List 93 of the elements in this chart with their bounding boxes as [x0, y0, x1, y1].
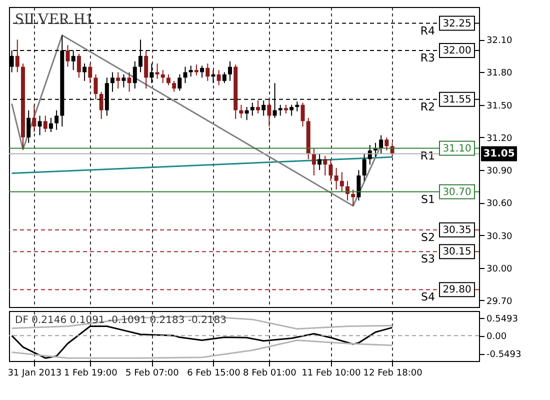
x-tick-label: 11 Feb 10:00 [302, 368, 362, 378]
candlestick [216, 70, 221, 86]
candlestick [82, 63, 87, 82]
line-series [11, 339, 394, 359]
annotation: 30.35 [442, 224, 472, 236]
candlestick [362, 153, 366, 182]
y-tick-label: 29.70 [486, 296, 513, 307]
candlestick [323, 155, 328, 176]
annotation: 32.00 [442, 45, 472, 56]
candlestick [94, 74, 98, 100]
annotation: 31.10 [442, 143, 472, 154]
chart-title: SILVER H1 [15, 11, 94, 28]
candlestick [351, 189, 356, 206]
candlestick [188, 65, 193, 78]
candlestick [256, 100, 260, 114]
x-tick-label: 31 Jan 2013 [8, 368, 62, 378]
ref-line-label: S2 [421, 230, 435, 244]
candlestick [250, 102, 254, 116]
y-tick-label: 31.50 [486, 101, 513, 112]
candlestick [239, 104, 244, 118]
candlestick [340, 172, 344, 192]
candlestick [76, 53, 81, 78]
chart-title: DF 0.2146 0.1091 -0.1091 0.2183 -0.2183 [15, 315, 227, 326]
candlestick [384, 136, 389, 151]
candlestick [312, 148, 316, 176]
candlestick [122, 74, 126, 88]
candlestick [15, 39, 20, 73]
annotation: 29.80 [442, 284, 472, 296]
ref-line-label: S1 [421, 192, 435, 206]
candlestick [160, 70, 165, 84]
candlestick [183, 66, 188, 84]
candlestick [166, 74, 170, 86]
candlestick [222, 72, 226, 84]
annotation: 31.05 [483, 148, 515, 160]
candlestick [66, 44, 70, 68]
ref-line-label: S4 [421, 290, 435, 304]
candlestick [290, 104, 294, 116]
annotation: 32.25 [442, 18, 472, 30]
candlestick [88, 63, 92, 84]
x-tick-label: 6 Feb 15:00 [187, 368, 241, 378]
x-tick-label: 5 Feb 07:00 [126, 368, 180, 378]
candlestick [267, 98, 272, 128]
ref-line-label: R3 [420, 51, 435, 64]
y-tick-label: 30.30 [486, 232, 513, 242]
line-series [11, 34, 382, 207]
x-tick-label: 1 Feb 19:00 [64, 368, 118, 378]
candlestick [127, 72, 132, 92]
candlestick [379, 134, 384, 154]
y-tick-label: 31.80 [486, 68, 513, 79]
candlestick [116, 72, 120, 90]
candlestick [194, 64, 198, 76]
y-tick-label: -0.5493 [486, 350, 522, 360]
y-tick-label: 30.00 [486, 264, 513, 274]
candlestick [300, 102, 305, 128]
y-tick-label: 0.00 [486, 332, 507, 342]
annotation: 30.70 [442, 186, 472, 198]
candlestick [54, 110, 59, 130]
candlestick [38, 115, 42, 136]
candlestick [318, 153, 322, 171]
candlestick [26, 110, 31, 144]
candlestick [356, 170, 361, 201]
candlestick [172, 80, 176, 92]
candlestick [206, 63, 210, 82]
ref-line-label: R2 [420, 100, 435, 114]
candlestick [228, 60, 232, 82]
y-tick-label: 30.60 [486, 199, 513, 210]
candlestick [328, 158, 333, 182]
y-tick-label: 30.90 [486, 166, 513, 177]
line-series [11, 315, 394, 330]
candlestick [48, 117, 53, 132]
candlestick [244, 106, 249, 121]
x-tick-label: 12 Feb 18:00 [363, 368, 423, 378]
ref-line-label: R1 [420, 149, 435, 162]
y-tick-label: 0.5493 [486, 314, 518, 324]
candlestick [110, 72, 115, 92]
candlestick [334, 167, 338, 190]
candlestick [278, 104, 282, 116]
y-tick-label: 32.10 [486, 36, 513, 46]
candlestick [262, 100, 266, 116]
x-tick-label: 8 Feb 01:00 [243, 368, 297, 378]
candlestick [43, 115, 48, 132]
y-tick-label: 31.20 [486, 134, 513, 144]
candlestick [155, 63, 160, 80]
annotation: 31.55 [442, 94, 472, 106]
annotation: 30.15 [442, 246, 472, 258]
candlestick [144, 50, 148, 90]
candlestick [200, 65, 204, 78]
candlestick [99, 91, 104, 120]
ref-line-label: S3 [421, 252, 435, 266]
candlestick [32, 104, 36, 132]
candlestick [178, 74, 182, 92]
candlestick [132, 60, 137, 90]
ref-line-label: R4 [420, 24, 435, 38]
